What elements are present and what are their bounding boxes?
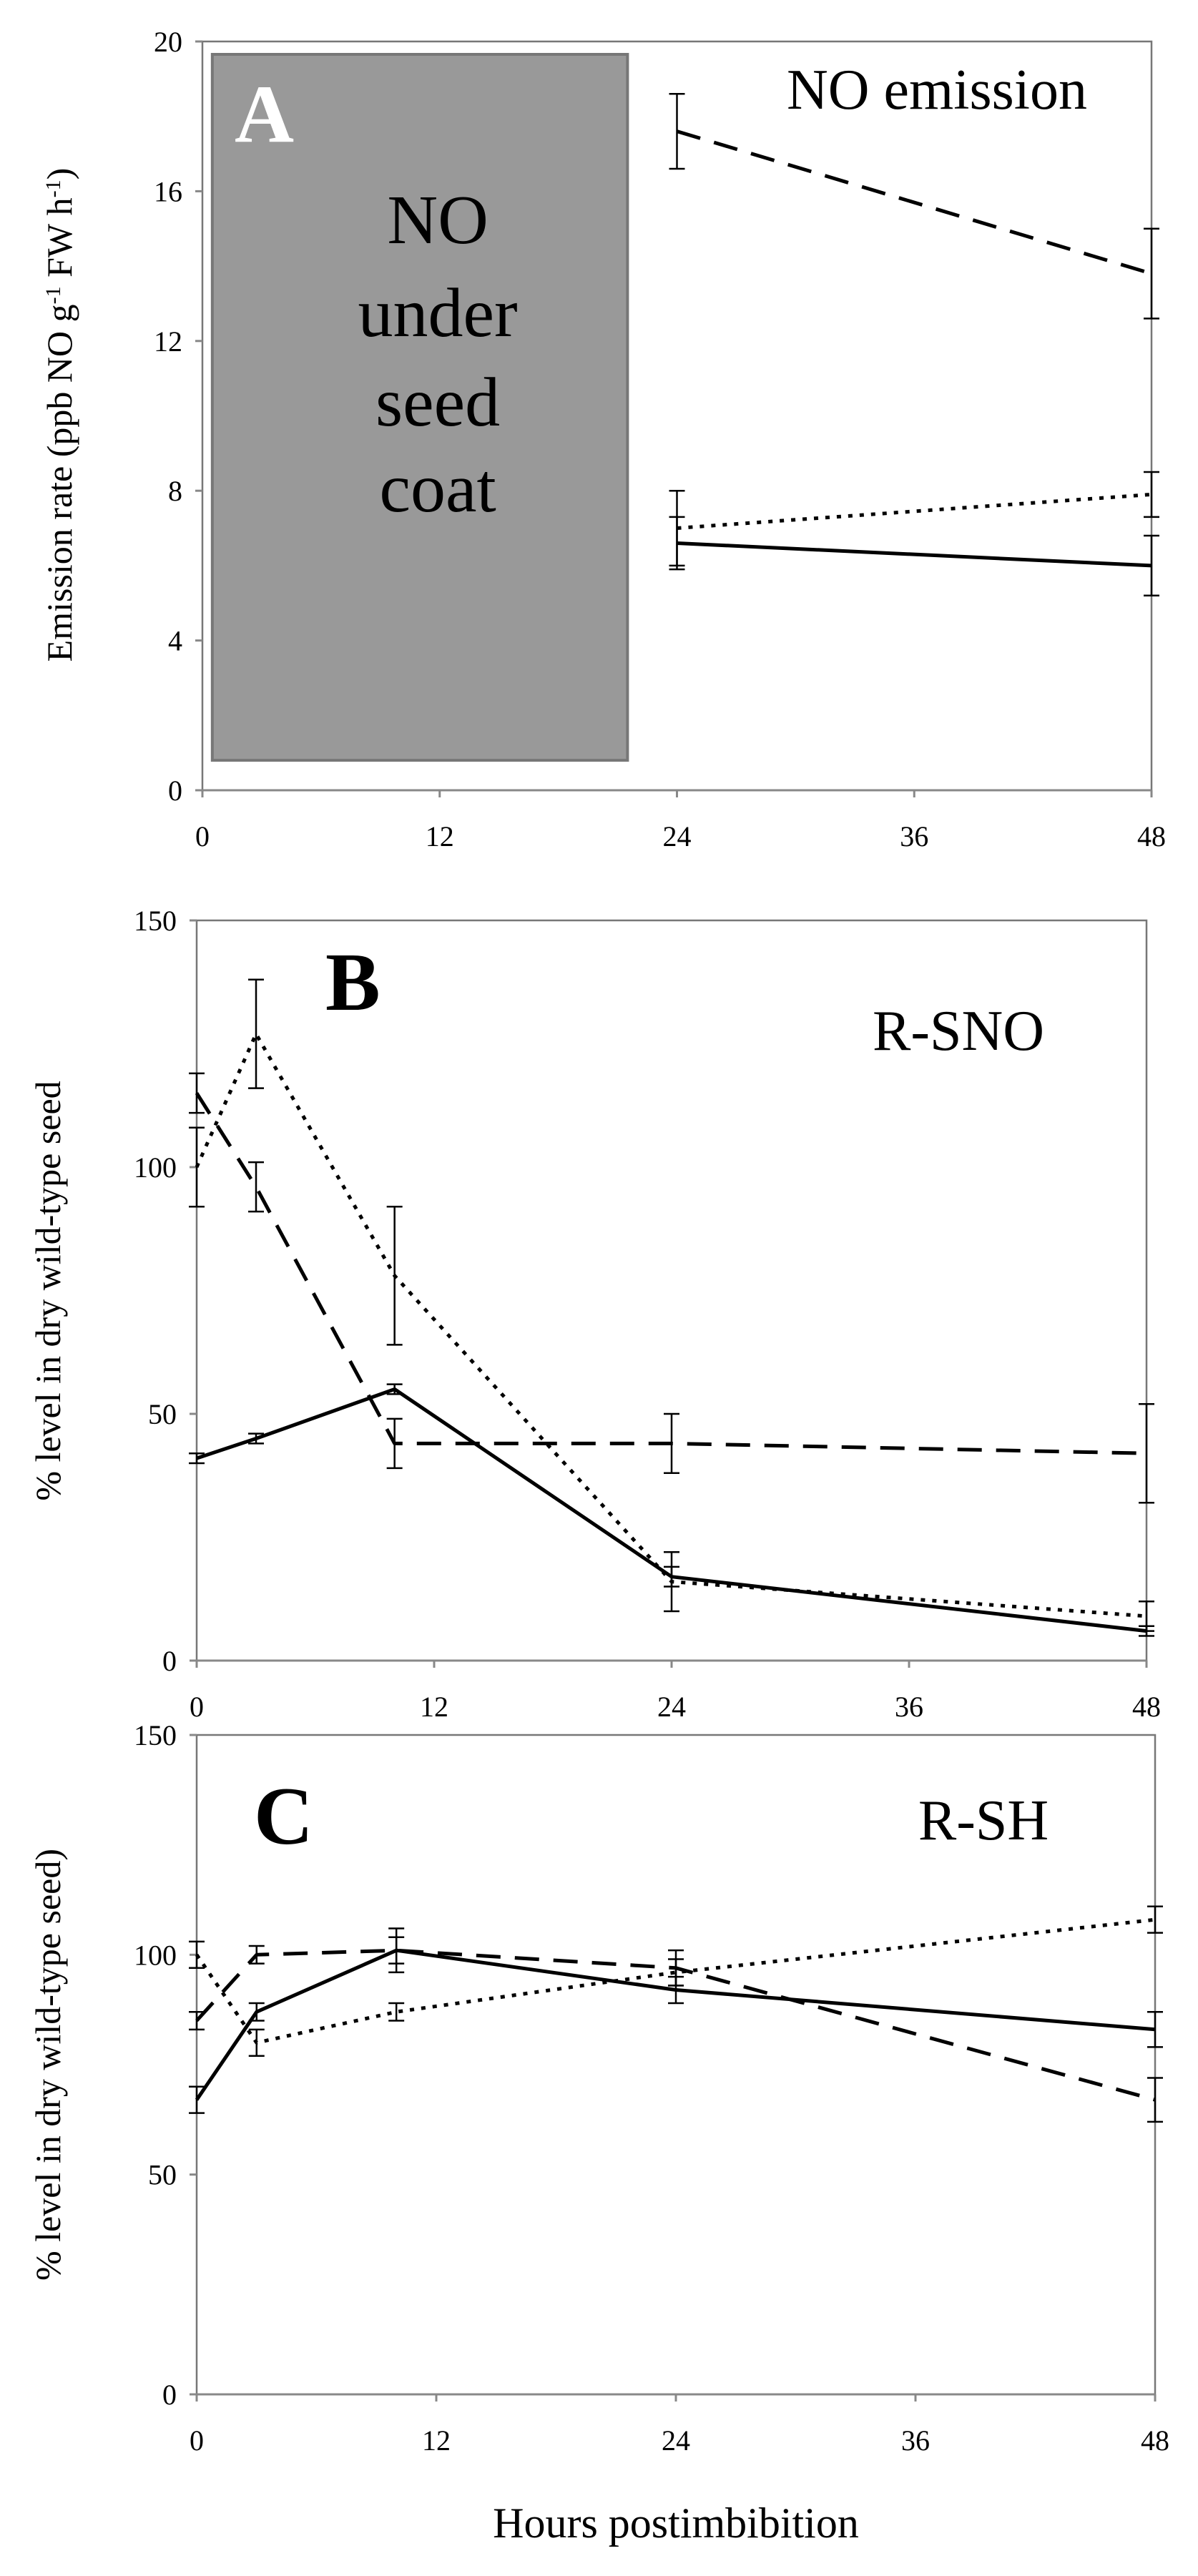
- x-tick-label: 48: [1141, 2424, 1169, 2457]
- series-line-dotted: [195, 1032, 1147, 1618]
- y-tick-label: 0: [162, 2379, 177, 2411]
- x-tick-label: 12: [422, 2424, 451, 2457]
- series-line-dashed: [195, 1948, 1156, 2102]
- ylabel-sup: -1: [41, 180, 65, 197]
- error-bar: [1139, 1600, 1154, 1632]
- y-tick-label: 20: [154, 26, 182, 58]
- error-bar: [248, 2002, 265, 2022]
- error-bar: [189, 1126, 205, 1208]
- panel-b: 0 50 100 150 0 12 24 36 48 B R-SNO % level in dr…: [28, 905, 1161, 1723]
- y-tick-label: 0: [168, 775, 182, 807]
- error-bar: [1147, 2077, 1163, 2123]
- y-axis-label: % level in dry wild-type seed: [28, 1081, 68, 1500]
- x-tick-label: 12: [426, 820, 454, 852]
- panel-letter: C: [254, 1771, 313, 1862]
- series-line-dashed: [676, 129, 1152, 275]
- error-bar: [386, 1383, 403, 1395]
- axis-ticks: 0 50 100 150 0 12 24 36 48: [134, 905, 1161, 1723]
- shaded-note-line: coat: [379, 450, 496, 527]
- x-tick-label: 24: [662, 2424, 690, 2457]
- error-bar: [248, 1945, 265, 1965]
- x-tick-label: 48: [1137, 820, 1166, 852]
- x-tick-label: 24: [657, 1691, 686, 1723]
- x-tick-label: 24: [663, 820, 692, 852]
- y-tick-label: 16: [154, 175, 182, 207]
- y-tick-label: 100: [134, 1151, 177, 1184]
- y-tick-label: 0: [162, 1645, 177, 1677]
- error-bar: [664, 1412, 679, 1475]
- shaded-region: [210, 53, 629, 762]
- shaded-note-line: NO: [387, 182, 488, 259]
- panel-annotation: NO emission: [787, 59, 1087, 122]
- y-axis-label: % level in dry wild-type seed): [28, 1849, 68, 2281]
- y-tick-label: 150: [134, 1719, 177, 1751]
- ylabel-sup: -1: [41, 286, 65, 304]
- error-bar: [248, 1161, 264, 1213]
- x-tick-label: 36: [901, 2424, 930, 2457]
- ylabel-part: ): [39, 168, 79, 180]
- error-bar: [189, 1452, 205, 1465]
- series-line-dotted: [195, 1917, 1156, 2045]
- error-bar: [388, 1927, 405, 1974]
- error-bar: [1144, 471, 1159, 518]
- panel-c: 0 50 100 150 0 12 24 36 48 C R-SH % level in dry…: [28, 1719, 1169, 2457]
- error-bar: [1147, 2010, 1163, 2048]
- y-tick-label: 100: [134, 1939, 177, 1971]
- series-line-dashed: [195, 1092, 1147, 1455]
- y-tick-label: 4: [168, 625, 182, 657]
- error-bar: [189, 2085, 205, 2114]
- x-tick-label: 0: [190, 2424, 204, 2457]
- error-bar: [248, 1432, 264, 1445]
- error-bar: [248, 978, 264, 1089]
- error-bar: [388, 2002, 405, 2022]
- panel-letter: A: [235, 69, 294, 159]
- error-bar: [386, 1205, 403, 1346]
- y-tick-label: 8: [168, 475, 182, 507]
- y-axis-label: Emission rate (ppb NO g-1 FW h-1): [39, 168, 79, 662]
- x-tick-label: 36: [895, 1691, 923, 1723]
- y-tick-label: 150: [134, 905, 177, 937]
- series-marks: [669, 93, 1159, 597]
- panel-annotation: R-SNO: [873, 1000, 1044, 1063]
- x-axis-label: Hours postimbibition: [493, 2499, 859, 2547]
- error-bar: [189, 2010, 205, 2031]
- error-bar: [386, 1417, 403, 1470]
- x-tick-label: 48: [1132, 1691, 1161, 1723]
- error-bar: [664, 1550, 679, 1613]
- error-bar: [189, 1940, 205, 1970]
- error-bar: [669, 489, 685, 567]
- error-bar: [1147, 1905, 1163, 1934]
- x-tick-label: 0: [195, 820, 210, 852]
- shaded-note-line: seed: [375, 364, 500, 441]
- series-line-solid: [677, 541, 1152, 568]
- series-marks: [189, 978, 1154, 1637]
- axis-ticks: 0 50 100 150 0 12 24 36 48: [134, 1719, 1169, 2457]
- error-bar: [189, 1072, 205, 1114]
- x-tick-label: 12: [420, 1691, 448, 1723]
- y-tick-label: 12: [154, 325, 182, 358]
- ylabel-part: FW h: [39, 197, 79, 286]
- series-marks: [189, 1905, 1163, 2123]
- error-bar: [1144, 227, 1159, 320]
- error-bar: [1144, 534, 1159, 597]
- panel-annotation: R-SH: [918, 1789, 1049, 1852]
- error-bar: [1139, 1402, 1154, 1504]
- error-bar: [248, 2028, 265, 2057]
- x-tick-label: 36: [900, 820, 928, 852]
- ylabel-part: Emission rate (ppb NO g: [39, 304, 79, 662]
- panel-letter: B: [325, 937, 380, 1028]
- y-tick-label: 50: [148, 2159, 177, 2191]
- shaded-note-line: under: [358, 275, 518, 352]
- x-tick-label: 0: [190, 1691, 204, 1723]
- y-tick-label: 50: [148, 1398, 177, 1430]
- error-bar: [668, 1958, 684, 1987]
- series-line-dotted: [677, 492, 1152, 530]
- error-bar: [669, 93, 685, 170]
